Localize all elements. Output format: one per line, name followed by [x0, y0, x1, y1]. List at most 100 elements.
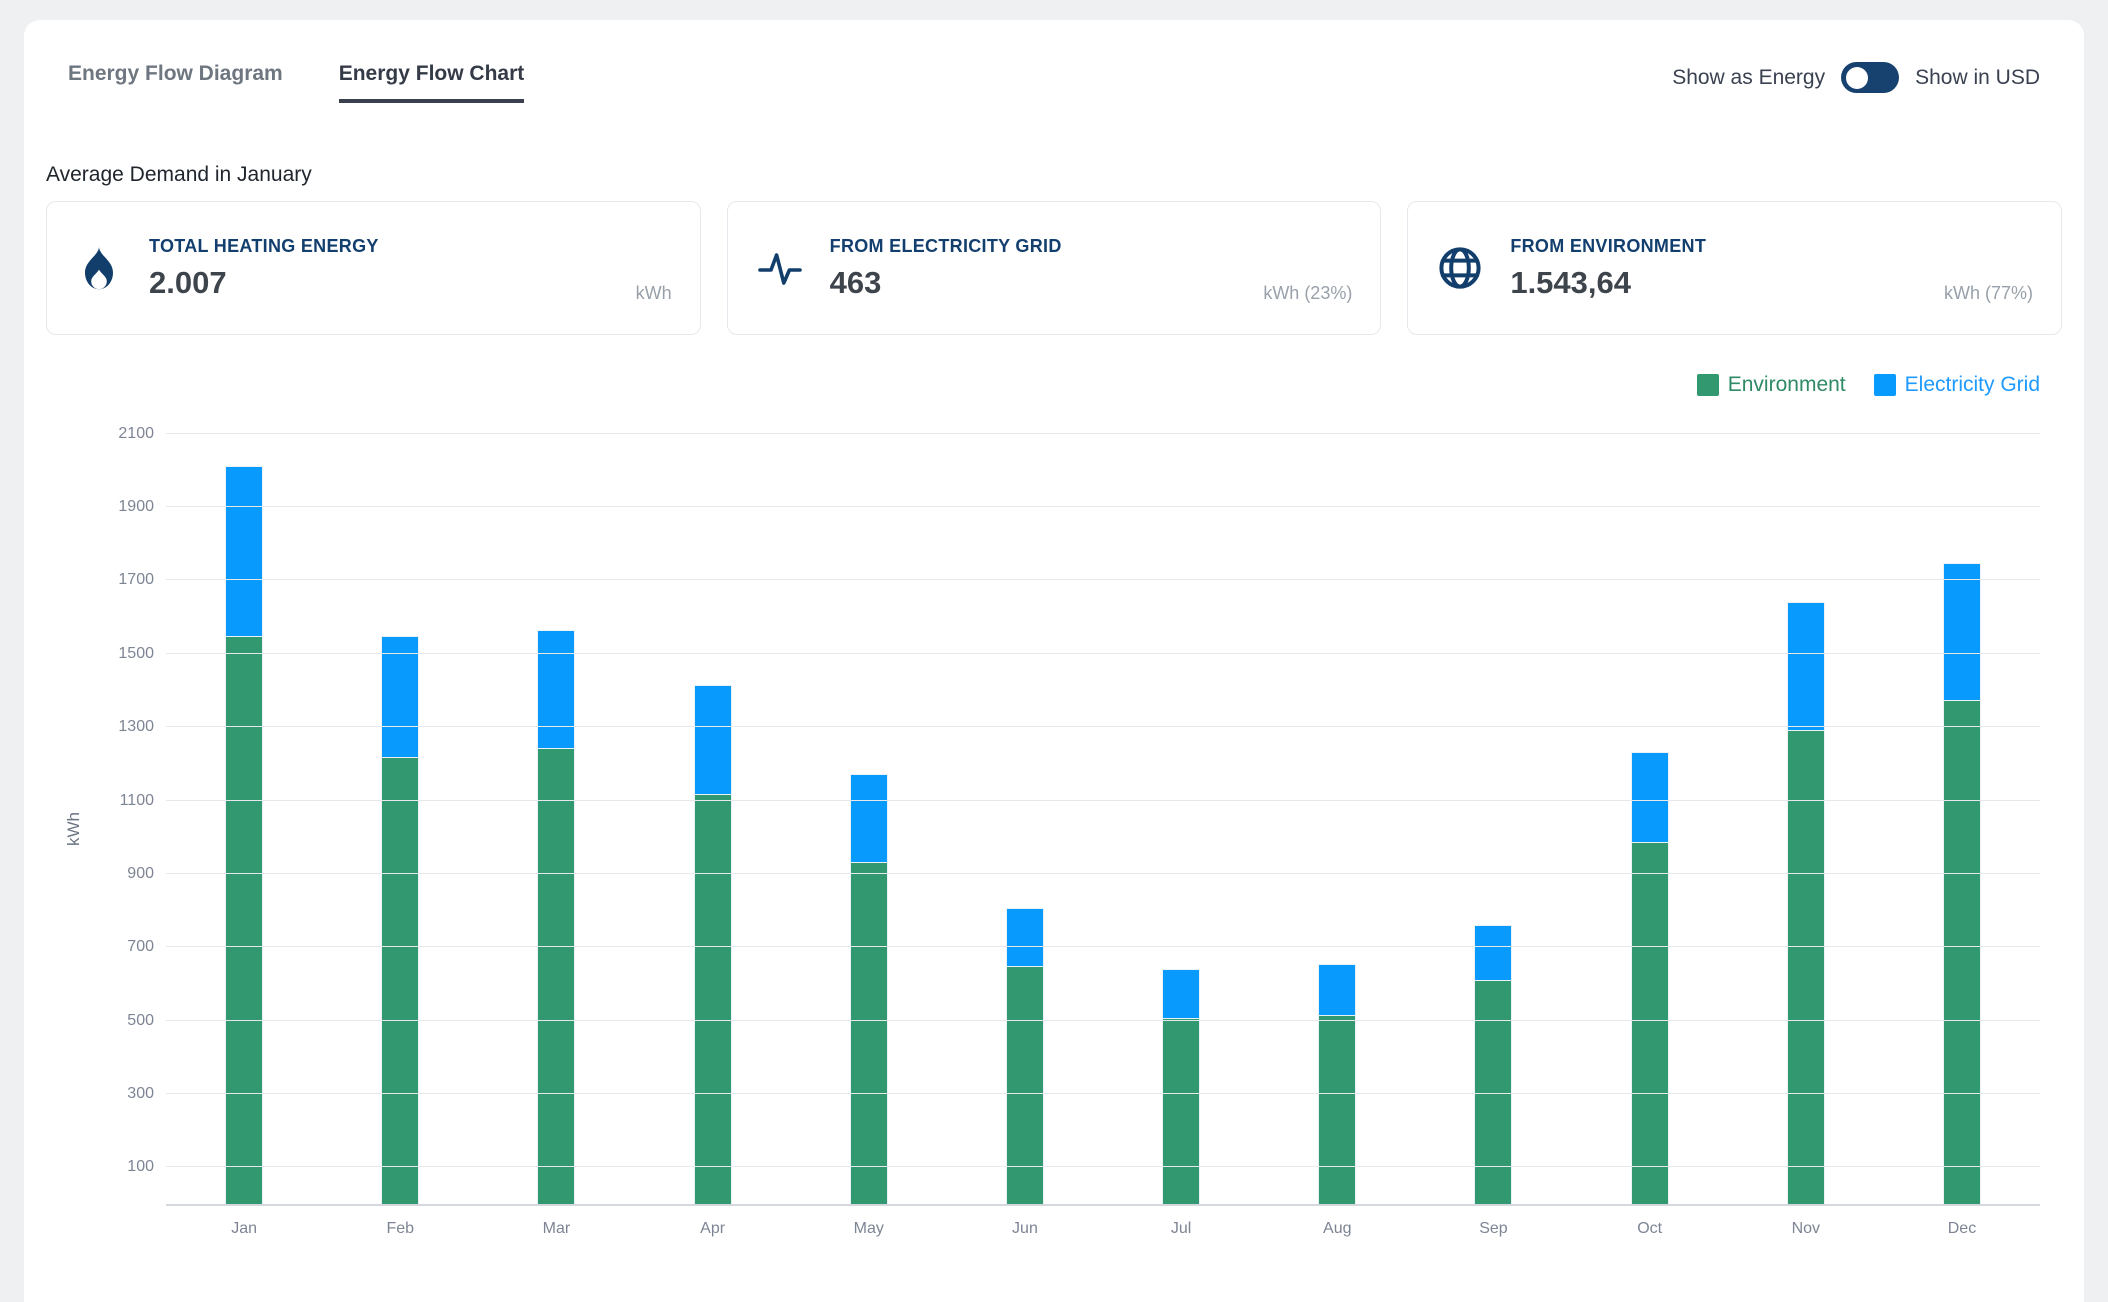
legend-label: Electricity Grid: [1905, 373, 2040, 397]
bar-segment-environment[interactable]: [225, 636, 263, 1204]
legend-item-environment[interactable]: Environment: [1697, 373, 1846, 397]
stat-card-unit: kWh (77%): [1944, 283, 2033, 304]
legend-swatch-electricity-grid: [1874, 374, 1896, 396]
gridline: [166, 873, 2040, 874]
bar-slot-nov: [1728, 419, 1884, 1204]
energy-usd-toggle[interactable]: [1841, 62, 1899, 93]
stat-card-title: FROM ELECTRICITY GRID: [830, 236, 1062, 257]
toggle-left-label: Show as Energy: [1672, 66, 1825, 90]
bar-segment-electricity-grid[interactable]: [537, 630, 575, 748]
bar-segment-electricity-grid[interactable]: [1006, 908, 1044, 966]
bar-segment-environment[interactable]: [1318, 1015, 1356, 1204]
flame-icon: [75, 244, 123, 292]
bar-segment-environment[interactable]: [1474, 980, 1512, 1204]
x-axis-labels: JanFebMarAprMayJunJulAugSepOctNovDec: [166, 1220, 2040, 1238]
bar-mar: [537, 630, 575, 1204]
bar-apr: [694, 685, 732, 1204]
gridline: [166, 506, 2040, 507]
globe-icon: [1436, 244, 1484, 292]
x-tick-label: Sep: [1415, 1220, 1571, 1238]
bar-segment-environment[interactable]: [1162, 1018, 1200, 1204]
gridline: [166, 653, 2040, 654]
bar-segment-electricity-grid[interactable]: [694, 685, 732, 793]
stat-cards-row: TOTAL HEATING ENERGY 2.007 kWh FROM ELEC…: [46, 201, 2062, 335]
tab-energy-flow-chart[interactable]: Energy Flow Chart: [339, 62, 525, 103]
bar-dec: [1943, 563, 1981, 1204]
x-tick-label: Feb: [322, 1220, 478, 1238]
bar-segment-electricity-grid[interactable]: [850, 774, 888, 862]
bar-segment-electricity-grid[interactable]: [1943, 563, 1981, 700]
bar-segment-environment[interactable]: [694, 794, 732, 1204]
legend-item-electricity-grid[interactable]: Electricity Grid: [1874, 373, 2040, 397]
bar-segment-electricity-grid[interactable]: [1787, 602, 1825, 731]
bar-segment-environment[interactable]: [1787, 730, 1825, 1204]
stat-card-unit: kWh (23%): [1263, 283, 1352, 304]
legend-swatch-environment: [1697, 374, 1719, 396]
bar-slot-dec: [1884, 419, 2040, 1204]
gridline: [166, 800, 2040, 801]
gridline: [166, 726, 2040, 727]
bar-slot-jan: [166, 419, 322, 1204]
x-tick-label: Mar: [478, 1220, 634, 1238]
x-tick-label: Jun: [947, 1220, 1103, 1238]
bar-segment-electricity-grid[interactable]: [1474, 925, 1512, 979]
gridline: [166, 1020, 2040, 1021]
gridline: [166, 1093, 2040, 1094]
bar-feb: [381, 636, 419, 1204]
bar-segment-electricity-grid[interactable]: [1318, 964, 1356, 1014]
stat-card-text: FROM ENVIRONMENT 1.543,64: [1510, 236, 1706, 301]
stat-card-title: TOTAL HEATING ENERGY: [149, 236, 379, 257]
bar-segment-environment[interactable]: [850, 862, 888, 1204]
chart-plot-area: 100300500700900110013001500170019002100: [166, 419, 2040, 1206]
bar-slot-may: [791, 419, 947, 1204]
page-title: Average Demand in January: [46, 163, 2062, 187]
x-tick-label: Dec: [1884, 1220, 2040, 1238]
stat-card-value: 1.543,64: [1510, 265, 1706, 301]
main-panel: Energy Flow Diagram Energy Flow Chart Sh…: [24, 20, 2084, 1302]
tab-bar: Energy Flow Diagram Energy Flow Chart: [68, 62, 524, 103]
stat-card-unit: kWh: [636, 283, 672, 304]
y-tick-label: 1100: [54, 792, 154, 810]
x-tick-label: May: [791, 1220, 947, 1238]
chart-legend: Environment Electricity Grid: [46, 373, 2040, 397]
bar-nov: [1787, 602, 1825, 1204]
stat-card-value: 2.007: [149, 265, 379, 301]
x-tick-label: Apr: [635, 1220, 791, 1238]
bar-slot-jun: [947, 419, 1103, 1204]
bar-segment-environment[interactable]: [1006, 966, 1044, 1204]
bar-slot-mar: [478, 419, 634, 1204]
bar-segment-electricity-grid[interactable]: [1162, 969, 1200, 1018]
y-tick-label: 300: [54, 1085, 154, 1103]
y-tick-label: 900: [54, 865, 154, 883]
bar-slot-feb: [322, 419, 478, 1204]
tab-energy-flow-diagram[interactable]: Energy Flow Diagram: [68, 62, 283, 103]
y-tick-label: 2100: [54, 425, 154, 443]
bar-segment-environment[interactable]: [381, 757, 419, 1204]
bar-slot-jul: [1103, 419, 1259, 1204]
bar-segment-environment[interactable]: [1631, 842, 1669, 1204]
stacked-bar-chart: kWh 100300500700900110013001500170019002…: [46, 419, 2062, 1238]
x-tick-label: Aug: [1259, 1220, 1415, 1238]
gridline: [166, 946, 2040, 947]
x-tick-label: Nov: [1728, 1220, 1884, 1238]
bar-segment-environment[interactable]: [1943, 700, 1981, 1204]
bar-segment-electricity-grid[interactable]: [1631, 752, 1669, 842]
bar-oct: [1631, 752, 1669, 1204]
stat-card-text: TOTAL HEATING ENERGY 2.007: [149, 236, 379, 301]
gridline: [166, 579, 2040, 580]
y-axis-title: kWh: [64, 812, 84, 846]
bar-jul: [1162, 969, 1200, 1204]
stat-card-environment: FROM ENVIRONMENT 1.543,64 kWh (77%): [1407, 201, 2062, 335]
bar-segment-electricity-grid[interactable]: [381, 636, 419, 757]
bar-jun: [1006, 908, 1044, 1204]
y-tick-label: 1500: [54, 645, 154, 663]
y-tick-label: 700: [54, 938, 154, 956]
bar-segment-electricity-grid[interactable]: [225, 466, 263, 636]
activity-icon: [756, 244, 804, 292]
header-row: Energy Flow Diagram Energy Flow Chart Sh…: [24, 20, 2084, 103]
bar-segment-environment[interactable]: [537, 748, 575, 1204]
y-tick-label: 1700: [54, 571, 154, 589]
y-tick-label: 500: [54, 1012, 154, 1030]
y-tick-label: 1900: [54, 498, 154, 516]
toggle-knob[interactable]: [1846, 67, 1868, 89]
